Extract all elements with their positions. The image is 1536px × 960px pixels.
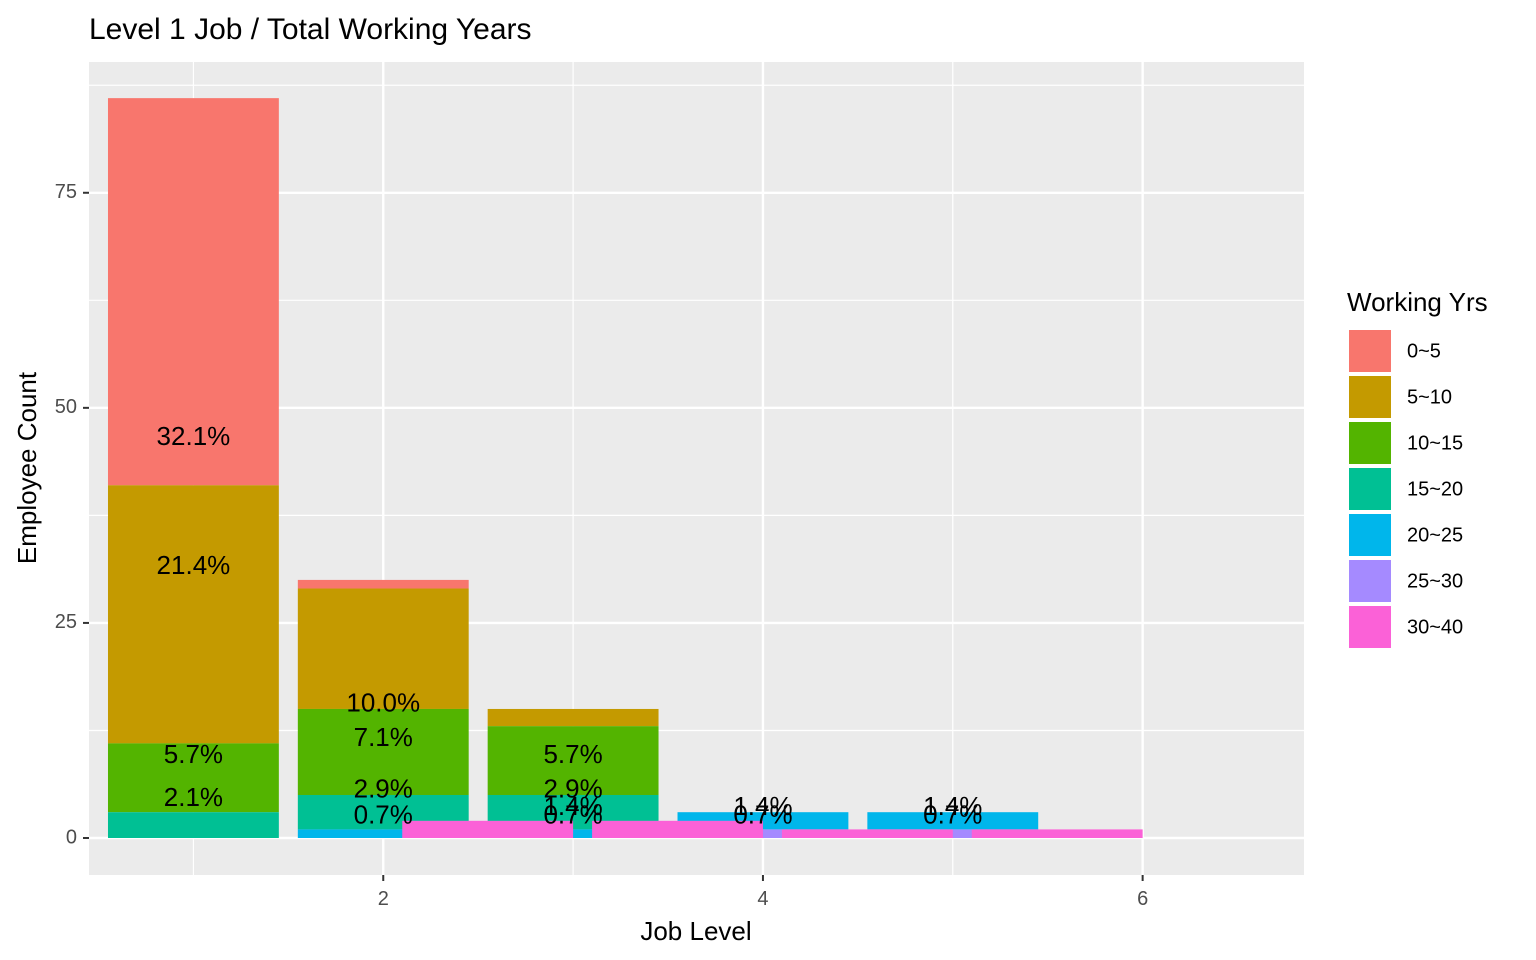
bar-20~25 — [297, 829, 469, 839]
bar-5~10 — [297, 588, 469, 709]
x-tick-label: 6 — [1137, 888, 1148, 910]
grid — [89, 62, 1304, 875]
y-tick-label: 25 — [55, 611, 77, 633]
legend-key — [1349, 376, 1391, 418]
legend-key — [1349, 606, 1391, 648]
axes: 0 25 50 75 2 4 6 — [55, 181, 1148, 910]
y-tick-label: 50 — [55, 396, 77, 418]
data-label: 2.9% — [354, 774, 413, 804]
legend-label: 5~10 — [1407, 386, 1452, 408]
bar-10~15 — [297, 708, 469, 795]
bar-5~10 — [487, 708, 659, 727]
data-label: 0.7% — [923, 799, 982, 829]
legend-label: 0~5 — [1407, 340, 1441, 362]
data-label: 1.4% — [543, 791, 602, 821]
data-label: 1.4% — [733, 791, 792, 821]
legend-label: 30~40 — [1407, 616, 1463, 638]
bar-10~15 — [107, 743, 279, 813]
data-label: 7.1% — [354, 722, 413, 752]
x-tick-label: 4 — [757, 888, 768, 910]
legend-key — [1349, 330, 1391, 372]
bar-30~40 — [592, 820, 763, 839]
bar-0~5 — [297, 579, 469, 589]
legend-key — [1349, 514, 1391, 556]
legend-label: 10~15 — [1407, 432, 1463, 454]
legend: Working Yrs 0~5 5~10 10~15 15~20 20~25 25~30 3… — [1347, 287, 1488, 648]
x-axis-title: Job Level — [640, 916, 751, 946]
bar-20~25 — [867, 812, 1039, 830]
data-label: 32.1% — [157, 421, 231, 451]
chart-title: Level 1 Job / Total Working Years — [89, 13, 532, 46]
legend-label: 20~25 — [1407, 524, 1463, 546]
data-label: 5.7% — [543, 739, 602, 769]
bar-15~20 — [107, 812, 279, 839]
data-label: 2.9% — [543, 774, 602, 804]
bars — [107, 98, 1143, 839]
legend-label: 25~30 — [1407, 570, 1463, 592]
data-label: 0.7% — [543, 799, 602, 829]
bar-10~15 — [487, 726, 659, 795]
legend-key — [1349, 468, 1391, 510]
y-tick-label: 0 — [66, 826, 77, 848]
legend-key — [1349, 560, 1391, 602]
data-label: 21.4% — [157, 550, 231, 580]
plot-panel — [89, 62, 1304, 875]
data-label: 2.1% — [164, 782, 223, 812]
data-label: 0.7% — [354, 799, 413, 829]
data-label: 10.0% — [346, 688, 420, 718]
y-tick-label: 75 — [55, 181, 77, 203]
legend-title: Working Yrs — [1347, 287, 1488, 317]
data-label: 5.7% — [164, 739, 223, 769]
data-label: 0.7% — [733, 799, 792, 829]
legend-key — [1349, 422, 1391, 464]
bar-5~10 — [107, 485, 279, 744]
y-axis-title: Employee Count — [12, 371, 42, 564]
bar-0~5 — [107, 98, 279, 486]
legend-label: 15~20 — [1407, 478, 1463, 500]
bar-30~40 — [781, 829, 953, 839]
bar-30~40 — [971, 829, 1143, 839]
bar-30~40 — [402, 820, 574, 839]
x-tick-label: 2 — [378, 888, 389, 910]
data-label: 1.4% — [923, 791, 982, 821]
data-labels: 32.1%21.4%5.7%2.1%10.0%7.1%2.9%0.7%5.7%2… — [157, 421, 983, 830]
